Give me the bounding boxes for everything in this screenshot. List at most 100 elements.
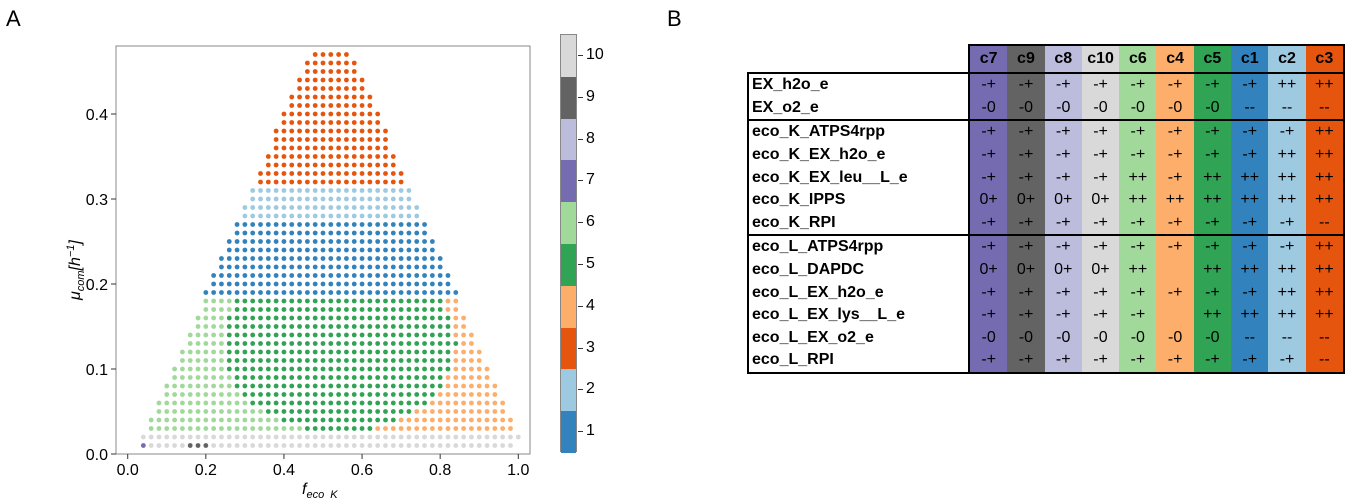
table-cell: -+ xyxy=(1007,72,1045,97)
scatter-point xyxy=(336,256,342,261)
scatter-point xyxy=(390,332,396,338)
scatter-point xyxy=(258,179,263,185)
scatter-point xyxy=(336,290,342,295)
scatter-point xyxy=(281,171,287,176)
scatter-point xyxy=(406,298,412,304)
scatter-point xyxy=(234,324,240,329)
scatter-point xyxy=(461,426,466,431)
scatter-point xyxy=(258,205,263,210)
scatter-point xyxy=(172,400,177,406)
scatter-point xyxy=(484,383,490,389)
scatter-point xyxy=(320,128,326,134)
scatter-point xyxy=(265,349,271,355)
scatter-point xyxy=(351,366,357,372)
scatter-point xyxy=(258,222,263,227)
scatter-point xyxy=(265,434,271,440)
scatter-point xyxy=(258,341,263,346)
row-label: eco_K_IPPS xyxy=(747,188,970,212)
scatter-point xyxy=(445,366,451,372)
table-cell: -+ xyxy=(1081,211,1120,236)
scatter-point xyxy=(195,417,201,423)
scatter-point xyxy=(195,400,201,406)
scatter-point xyxy=(390,358,396,363)
scatter-point xyxy=(367,145,373,151)
scatter-point xyxy=(484,366,490,372)
scatter-point xyxy=(351,188,357,193)
scatter-point xyxy=(320,103,326,108)
scatter-point xyxy=(312,196,318,202)
scatter-point xyxy=(312,171,318,176)
scatter-point xyxy=(367,434,373,440)
scatter-point xyxy=(281,281,287,287)
table-cell: -+ xyxy=(1156,281,1194,304)
scatter-point xyxy=(195,375,201,380)
scatter-point xyxy=(180,375,185,380)
scatter-point xyxy=(312,366,318,372)
scatter-point xyxy=(297,264,302,270)
scatter-point xyxy=(398,171,404,176)
scatter-point xyxy=(281,417,287,423)
scatter-point xyxy=(273,171,279,176)
table-cell: -0 xyxy=(1156,326,1194,350)
scatter-point xyxy=(297,409,302,414)
scatter-point xyxy=(453,375,459,380)
scatter-point xyxy=(304,332,310,338)
scatter-point xyxy=(289,426,295,431)
scatter-point xyxy=(344,222,349,227)
table-cell: -- xyxy=(1305,211,1345,236)
scatter-point xyxy=(328,281,334,287)
scatter-point xyxy=(187,341,193,346)
scatter-point xyxy=(469,400,474,406)
table-cell: ++ xyxy=(1268,72,1306,97)
scatter-point xyxy=(211,434,217,440)
scatter-point xyxy=(242,281,248,287)
scatter-point xyxy=(234,434,240,440)
scatter-point xyxy=(289,154,295,159)
scatter-point xyxy=(351,230,357,236)
scatter-point xyxy=(359,188,365,193)
cluster-sign-table: c7 c9 c8 c10 c6 c4 c5 c1 c2 c3 EX_h2o_e -+ -+ -+ -+ -+… xyxy=(747,44,1345,374)
scatter-point xyxy=(211,332,217,338)
row-label: eco_L_EX_o2_e xyxy=(747,326,970,350)
scatter-point xyxy=(203,426,209,431)
scatter-point xyxy=(375,128,381,134)
scatter-point xyxy=(320,298,326,304)
scatter-point xyxy=(328,86,334,91)
scatter-point xyxy=(422,426,427,431)
scatter-point xyxy=(328,375,334,380)
scatter-point xyxy=(344,60,349,66)
scatter-point xyxy=(437,400,443,406)
scatter-point xyxy=(265,443,271,448)
scatter-point xyxy=(297,188,302,193)
scatter-point xyxy=(281,298,287,304)
scatter-point xyxy=(476,409,482,414)
colorbar-tick-label: 9 xyxy=(586,87,595,105)
scatter-point xyxy=(289,358,295,363)
scatter-point xyxy=(351,213,357,219)
scatter-point xyxy=(219,358,224,363)
scatter-point xyxy=(328,120,334,125)
colorbar-tick xyxy=(578,305,583,307)
table-cell: -+ xyxy=(1268,119,1306,144)
scatter-point xyxy=(336,375,342,380)
scatter-point xyxy=(414,409,420,414)
scatter-point xyxy=(328,213,334,219)
scatter-point xyxy=(351,307,357,312)
scatter-point xyxy=(250,196,256,202)
scatter-point xyxy=(304,188,310,193)
scatter-point xyxy=(336,341,342,346)
scatter-point xyxy=(390,290,396,295)
scatter-point xyxy=(289,239,295,244)
scatter-point xyxy=(258,392,263,397)
scatter-point xyxy=(242,256,248,261)
scatter-point xyxy=(336,358,342,363)
scatter-point xyxy=(351,281,357,287)
scatter-point xyxy=(250,383,256,389)
scatter-point xyxy=(367,196,373,202)
scatter-point xyxy=(297,205,302,210)
scatter-point xyxy=(289,222,295,227)
scatter-point xyxy=(406,341,412,346)
scatter-point xyxy=(383,307,388,312)
scatter-point xyxy=(180,392,185,397)
scatter-point xyxy=(437,290,443,295)
